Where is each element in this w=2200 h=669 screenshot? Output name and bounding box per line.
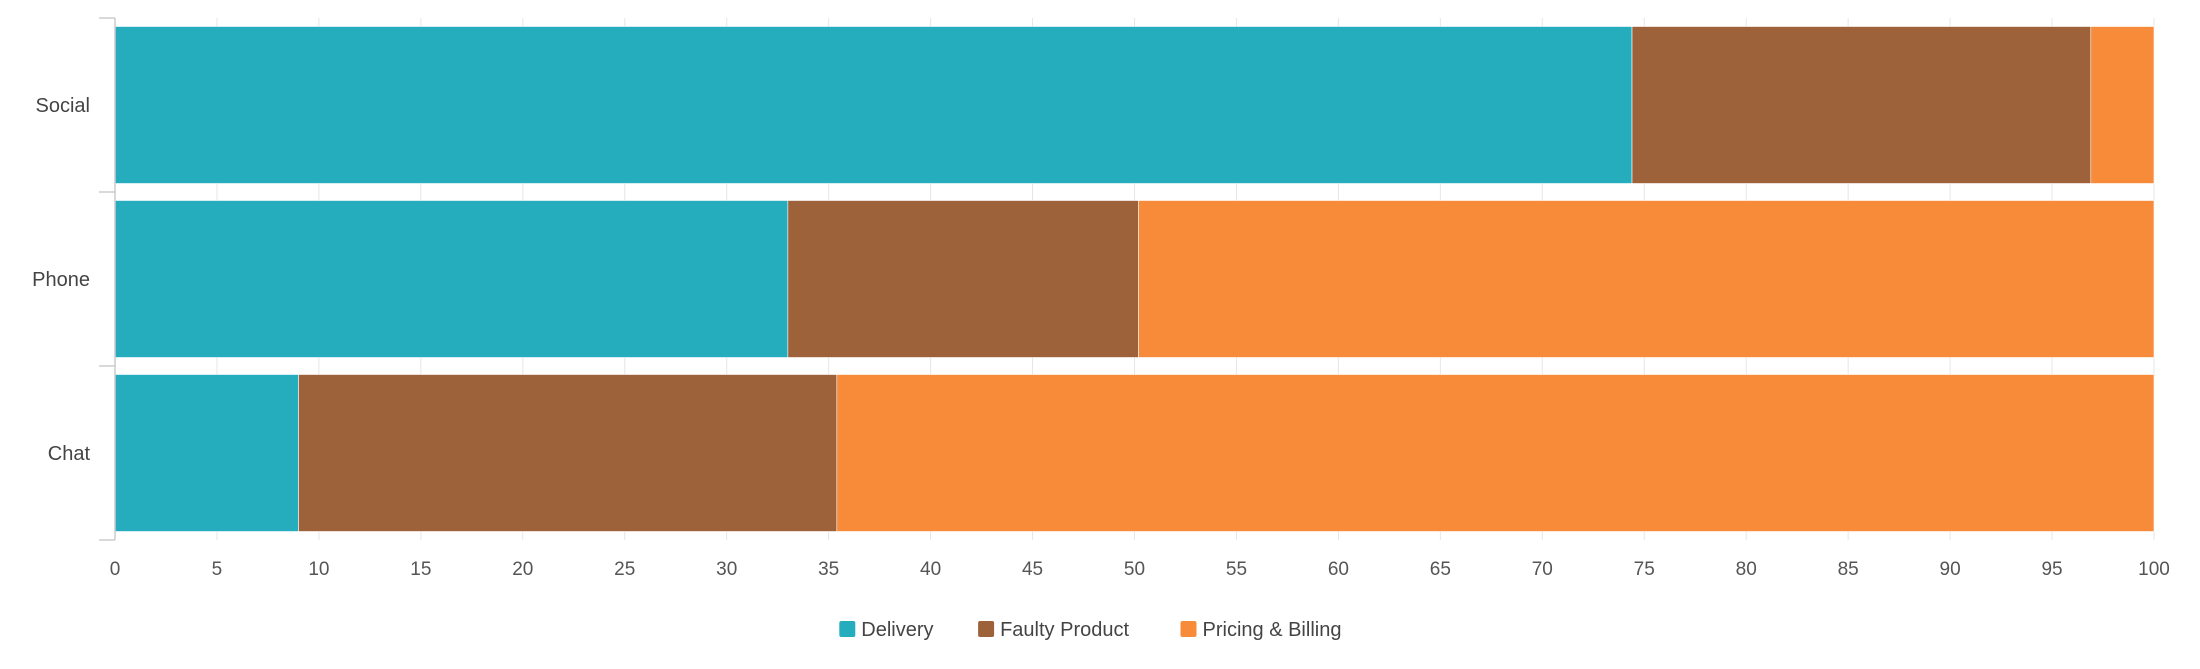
x-tick-label: 90: [1940, 559, 1961, 580]
x-tick-label: 70: [1532, 559, 1553, 580]
bar-segment: [114, 374, 299, 532]
y-axis-labels: Social Phone Chat: [32, 95, 90, 465]
bar-segment: [836, 374, 2155, 532]
bar-segment: [114, 26, 1633, 184]
x-tick-label: 40: [920, 559, 941, 580]
x-tick-label: 75: [1634, 559, 1655, 580]
x-tick-label: 10: [308, 559, 329, 580]
bars: [114, 26, 2155, 532]
bar-segment: [787, 200, 1139, 358]
x-axis-ticks: 0 5 10 15 20 25 30 35 40 45 50 55 60 65 70 75 80 85 90 95 10…: [110, 559, 2170, 580]
x-tick-label: 45: [1022, 559, 1043, 580]
bar-segment: [298, 374, 838, 532]
x-tick-label: 30: [716, 559, 737, 580]
bar-segment: [114, 200, 789, 358]
legend-swatch: [978, 621, 995, 637]
y-category-label: Chat: [48, 443, 91, 465]
x-tick-label: 25: [614, 559, 635, 580]
legend-label: Faulty Product: [1000, 619, 1129, 641]
x-tick-label: 15: [410, 559, 431, 580]
legend: Delivery Faulty Product Pricing & Billing: [839, 619, 1341, 641]
legend-swatch: [839, 621, 856, 637]
bar-segment: [1138, 200, 2155, 358]
x-tick-label: 95: [2041, 559, 2062, 580]
x-tick-label: 50: [1124, 559, 1145, 580]
y-category-label: Phone: [32, 269, 90, 291]
axes: [99, 17, 116, 541]
x-tick-label: 55: [1226, 559, 1247, 580]
x-tick-label: 0: [110, 559, 121, 580]
bar-segment: [2090, 26, 2155, 184]
y-category-label: Social: [36, 95, 90, 117]
bar-segment: [1631, 26, 2092, 184]
x-tick-label: 100: [2138, 559, 2170, 580]
legend-label: Pricing & Billing: [1203, 619, 1342, 641]
x-tick-label: 20: [512, 559, 533, 580]
x-tick-label: 80: [1736, 559, 1757, 580]
x-tick-label: 5: [212, 559, 223, 580]
x-tick-label: 65: [1430, 559, 1451, 580]
x-tick-label: 85: [1838, 559, 1859, 580]
legend-label: Delivery: [861, 619, 933, 641]
x-tick-label: 35: [818, 559, 839, 580]
legend-swatch: [1180, 621, 1197, 637]
x-tick-label: 60: [1328, 559, 1349, 580]
